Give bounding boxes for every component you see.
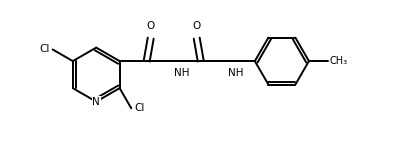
Text: O: O [146, 21, 155, 31]
Text: NH: NH [174, 68, 190, 78]
Text: NH: NH [228, 68, 244, 78]
Text: O: O [193, 21, 201, 31]
Text: CH₃: CH₃ [330, 56, 348, 66]
Text: Cl: Cl [134, 103, 145, 113]
Text: N: N [92, 97, 100, 107]
Text: Cl: Cl [39, 45, 49, 54]
